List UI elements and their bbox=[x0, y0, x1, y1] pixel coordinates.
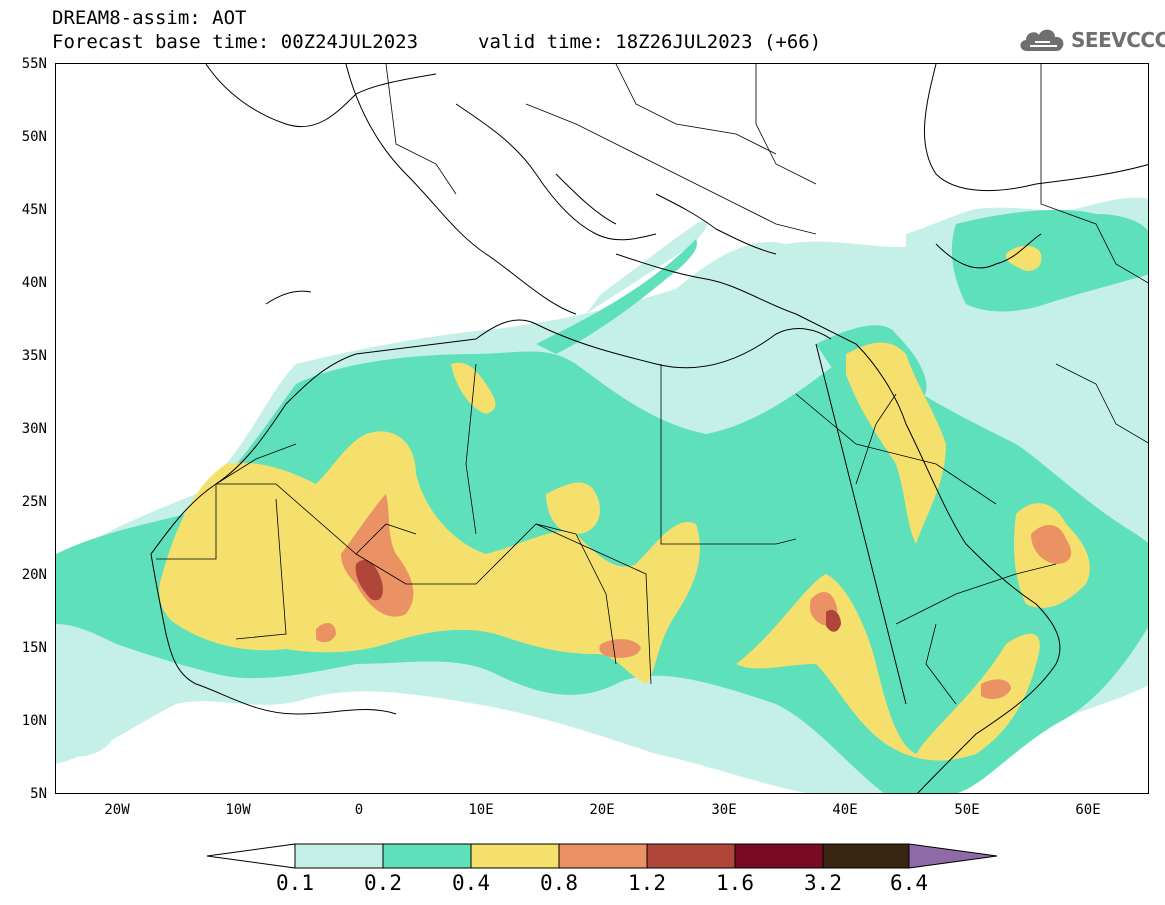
aot-field-0.2 bbox=[536, 239, 697, 354]
colorbar-swatch bbox=[646, 843, 736, 869]
colorbar-label: 0.4 bbox=[452, 871, 490, 895]
lat-label: 5N bbox=[30, 786, 47, 802]
lon-label: 50E bbox=[954, 802, 980, 818]
aot-field-0.8 bbox=[1031, 524, 1072, 564]
coastlines bbox=[150, 64, 1148, 793]
lat-label: 35N bbox=[21, 348, 47, 364]
aot-field-0.8 bbox=[599, 639, 641, 658]
aot-field-0.4 bbox=[846, 342, 946, 544]
lat-label: 50N bbox=[21, 129, 47, 145]
aot-field-1.2 bbox=[355, 559, 383, 601]
cloud-icon bbox=[1020, 29, 1064, 51]
lon-label: 10E bbox=[468, 802, 494, 818]
colorbar-swatch bbox=[470, 843, 560, 869]
country-borders bbox=[156, 64, 1148, 705]
colorbar-over-arrow bbox=[908, 843, 998, 869]
colorbar-swatch bbox=[734, 843, 824, 869]
forecast-base-time: Forecast base time: 00Z24JUL2023 bbox=[52, 31, 419, 53]
colorbar-label: 1.6 bbox=[716, 871, 754, 895]
lat-label: 15N bbox=[21, 640, 47, 656]
aot-field-0.4 bbox=[546, 482, 600, 534]
colorbar-swatch bbox=[382, 843, 472, 869]
aot-field-0.8 bbox=[341, 494, 414, 617]
aot-field-1.2 bbox=[826, 609, 841, 632]
colorbar-label: 6.4 bbox=[890, 871, 928, 895]
seevccc-logo: SEEVCCC bbox=[1017, 20, 1165, 60]
colorbar-under-arrow bbox=[206, 843, 296, 869]
lon-label: 20E bbox=[589, 802, 615, 818]
aot-map bbox=[55, 63, 1149, 794]
lon-label: 10W bbox=[225, 802, 251, 818]
lat-label: 10N bbox=[21, 713, 47, 729]
colorbar-swatch bbox=[558, 843, 648, 869]
lon-label: 0 bbox=[354, 802, 364, 818]
lon-label: 30E bbox=[711, 802, 737, 818]
aot-field-0.4 bbox=[736, 574, 1040, 761]
map-title: DREAM8-assim: AOT bbox=[52, 7, 247, 29]
lat-label: 40N bbox=[21, 275, 47, 291]
colorbar bbox=[206, 843, 998, 869]
lat-label: 55N bbox=[21, 56, 47, 72]
colorbar-label: 1.2 bbox=[628, 871, 666, 895]
lon-label: 40E bbox=[832, 802, 858, 818]
colorbar-swatch bbox=[294, 843, 384, 869]
lat-label: 30N bbox=[21, 421, 47, 437]
aot-field-0.2 bbox=[951, 209, 1148, 312]
aot-field-0.1 bbox=[586, 221, 707, 314]
colorbar-label: 0.8 bbox=[540, 871, 578, 895]
colorbar-label: 0.2 bbox=[364, 871, 402, 895]
logo-text: SEEVCCC bbox=[1071, 28, 1165, 52]
lat-label: 25N bbox=[21, 494, 47, 510]
lon-label: 20W bbox=[104, 802, 130, 818]
valid-time: valid time: 18Z26JUL2023 (+66) bbox=[478, 31, 822, 53]
lat-label: 45N bbox=[21, 202, 47, 218]
aot-field-0.8 bbox=[981, 679, 1011, 700]
colorbar-swatch bbox=[822, 843, 910, 869]
lon-label: 60E bbox=[1075, 802, 1101, 818]
aot-field-0.4 bbox=[1005, 245, 1042, 271]
lat-label: 20N bbox=[21, 567, 47, 583]
aot-field-0.1 bbox=[56, 673, 118, 757]
aot-map-canvas bbox=[56, 64, 1148, 793]
aot-field-0.4 bbox=[159, 431, 700, 684]
aot-field-0.8 bbox=[316, 622, 336, 643]
colorbar-label: 0.1 bbox=[276, 871, 314, 895]
colorbar-label: 3.2 bbox=[804, 871, 842, 895]
